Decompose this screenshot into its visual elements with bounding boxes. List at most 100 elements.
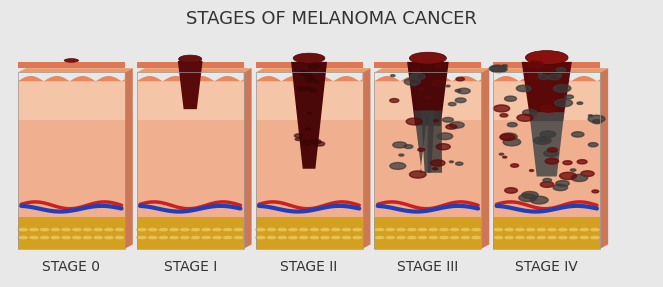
Circle shape: [93, 235, 103, 240]
Circle shape: [446, 125, 457, 129]
Polygon shape: [600, 68, 608, 249]
Circle shape: [558, 235, 568, 240]
Circle shape: [460, 227, 471, 232]
Circle shape: [385, 227, 396, 232]
Circle shape: [581, 171, 594, 177]
Circle shape: [103, 235, 114, 240]
Bar: [375, 81, 481, 120]
Bar: [255, 62, 363, 68]
Circle shape: [50, 227, 60, 232]
Circle shape: [29, 235, 39, 240]
Circle shape: [446, 85, 450, 87]
Circle shape: [536, 227, 547, 232]
Circle shape: [310, 78, 314, 80]
Circle shape: [222, 227, 233, 232]
Bar: [375, 62, 481, 68]
Circle shape: [434, 120, 438, 122]
Circle shape: [558, 74, 562, 76]
Circle shape: [298, 227, 309, 232]
Circle shape: [577, 160, 587, 164]
Polygon shape: [428, 110, 442, 173]
Circle shape: [404, 78, 420, 85]
Circle shape: [169, 235, 180, 240]
Bar: [493, 81, 600, 120]
Circle shape: [404, 145, 413, 148]
Circle shape: [314, 81, 320, 83]
Circle shape: [341, 235, 352, 240]
Circle shape: [435, 123, 440, 126]
Circle shape: [320, 227, 330, 232]
Circle shape: [190, 227, 201, 232]
Circle shape: [588, 115, 605, 123]
Circle shape: [82, 227, 93, 232]
Circle shape: [307, 112, 312, 114]
Ellipse shape: [64, 59, 78, 62]
Circle shape: [300, 71, 309, 75]
Polygon shape: [18, 68, 133, 72]
Circle shape: [455, 90, 461, 92]
Circle shape: [303, 87, 312, 90]
Circle shape: [310, 139, 321, 144]
Circle shape: [417, 227, 428, 232]
Polygon shape: [375, 68, 489, 72]
Circle shape: [536, 235, 547, 240]
Circle shape: [522, 191, 538, 199]
Bar: [137, 72, 244, 249]
Circle shape: [297, 87, 304, 90]
Circle shape: [180, 227, 190, 232]
Circle shape: [18, 227, 29, 232]
Circle shape: [137, 227, 147, 232]
Circle shape: [570, 169, 576, 171]
Circle shape: [571, 174, 587, 181]
Circle shape: [309, 76, 314, 79]
Circle shape: [450, 161, 453, 163]
Circle shape: [516, 85, 531, 92]
Circle shape: [72, 235, 82, 240]
Circle shape: [304, 73, 312, 76]
Circle shape: [437, 133, 453, 139]
Circle shape: [301, 141, 311, 145]
Circle shape: [547, 227, 558, 232]
Circle shape: [577, 102, 583, 104]
Circle shape: [543, 179, 552, 182]
Circle shape: [233, 227, 244, 232]
Circle shape: [455, 162, 463, 165]
Circle shape: [592, 120, 601, 124]
Circle shape: [255, 227, 266, 232]
Circle shape: [331, 227, 341, 232]
Polygon shape: [421, 110, 435, 173]
Circle shape: [267, 235, 277, 240]
Circle shape: [410, 73, 425, 80]
Circle shape: [558, 227, 568, 232]
Circle shape: [547, 235, 558, 240]
Circle shape: [391, 75, 395, 77]
Circle shape: [277, 235, 288, 240]
Circle shape: [430, 160, 445, 166]
Polygon shape: [255, 76, 363, 81]
Circle shape: [147, 235, 158, 240]
Text: STAGE III: STAGE III: [397, 260, 459, 274]
Circle shape: [201, 235, 211, 240]
Circle shape: [500, 134, 515, 140]
Bar: [493, 72, 600, 249]
Circle shape: [406, 235, 417, 240]
Bar: [255, 217, 363, 249]
Circle shape: [501, 133, 517, 140]
Circle shape: [255, 235, 266, 240]
Circle shape: [50, 235, 60, 240]
Circle shape: [211, 227, 222, 232]
Circle shape: [432, 168, 438, 170]
Circle shape: [528, 74, 540, 79]
Circle shape: [588, 115, 593, 117]
Bar: [375, 217, 481, 249]
Circle shape: [61, 235, 72, 240]
Circle shape: [309, 88, 317, 92]
Circle shape: [428, 235, 438, 240]
Bar: [18, 81, 125, 120]
Circle shape: [396, 227, 406, 232]
Polygon shape: [493, 76, 600, 81]
Circle shape: [592, 190, 599, 193]
Circle shape: [534, 137, 551, 144]
Circle shape: [180, 235, 190, 240]
Circle shape: [288, 235, 298, 240]
